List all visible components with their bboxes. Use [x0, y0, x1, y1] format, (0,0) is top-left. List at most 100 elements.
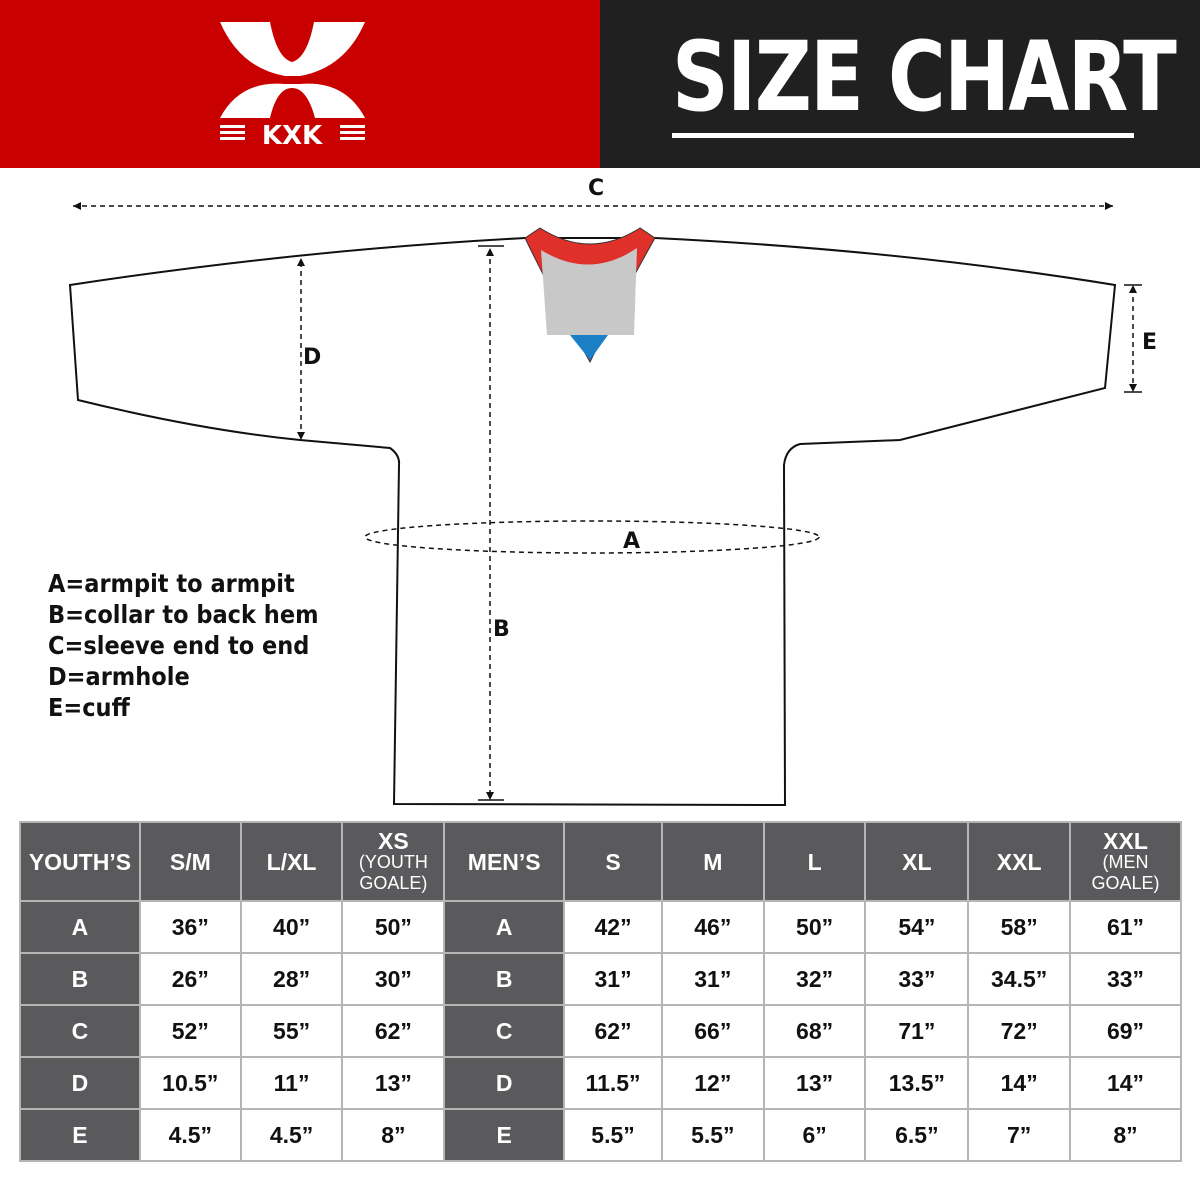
jersey-diagram: [68, 202, 1142, 807]
row-key: B: [445, 954, 564, 1004]
column-header: YOUTH’S: [21, 823, 139, 900]
table-cell: 10.5”: [140, 1058, 240, 1108]
column-header: XXL (MEN GOALE): [1071, 823, 1180, 900]
column-header-label: YOUTH’S: [28, 848, 132, 875]
row-key: D: [21, 1058, 139, 1108]
table-cell: 34.5”: [969, 954, 1070, 1004]
column-header-label: MEN’S: [467, 848, 541, 875]
legend-item: B=collar to back hem: [48, 600, 319, 629]
row-key: B: [21, 954, 139, 1004]
row-key: D: [445, 1058, 564, 1108]
table-cell: 61”: [1071, 902, 1180, 952]
column-header-label: S: [605, 848, 621, 875]
table-cell: 69”: [1071, 1006, 1180, 1056]
svg-text:KXK: KXK: [262, 121, 323, 150]
table-cell: 6.5”: [866, 1110, 968, 1160]
legend-item: C=sleeve end to end: [48, 631, 310, 660]
size-table: YOUTH’S S/M L/XL XS (YOUTH GOALE) MEN’S S M L XL X…: [19, 821, 1182, 1162]
table-cell: 42”: [565, 902, 661, 952]
table-cell: 54”: [866, 902, 968, 952]
table-cell: 62”: [565, 1006, 661, 1056]
column-header-label: XS: [378, 827, 409, 854]
row-key: A: [21, 902, 139, 952]
row-key: C: [445, 1006, 564, 1056]
table-cell: 52”: [140, 1006, 240, 1056]
column-header-label: XL: [902, 848, 932, 875]
table-cell: 33”: [1071, 954, 1180, 1004]
table-cell: 13”: [343, 1058, 444, 1108]
column-header-label: XXL: [1103, 827, 1148, 854]
table-cell: 8”: [1071, 1110, 1180, 1160]
table-cell: 30”: [343, 954, 444, 1004]
label-d: D: [303, 345, 322, 370]
table-cell: 50”: [343, 902, 444, 952]
table-cell: 40”: [241, 902, 342, 952]
table-row: C 52” 55” 62” C 62” 66” 68” 71” 72” 69”: [21, 1006, 1180, 1056]
legend-item: E=cuff: [48, 693, 130, 722]
label-e: E: [1142, 330, 1158, 355]
table-cell: 4.5”: [241, 1110, 342, 1160]
table-cell: 31”: [662, 954, 763, 1004]
column-header-label: XXL: [996, 848, 1042, 875]
kxk-logo: KXK: [215, 18, 370, 155]
table-row: D 10.5” 11” 13” D 11.5” 12” 13” 13.5” 14” 14”: [21, 1058, 1180, 1108]
table-cell: 68”: [764, 1006, 865, 1056]
table-cell: 6”: [764, 1110, 865, 1160]
table-cell: 66”: [662, 1006, 763, 1056]
column-header: XXL: [969, 823, 1070, 900]
column-header-label: L/XL: [266, 848, 317, 875]
row-key: E: [445, 1110, 564, 1160]
table-cell: 12”: [662, 1058, 763, 1108]
table-cell: 13.5”: [866, 1058, 968, 1108]
table-cell: 5.5”: [662, 1110, 763, 1160]
row-key: A: [445, 902, 564, 952]
page-title: SIZE CHART: [672, 21, 1177, 133]
header-row: YOUTH’S S/M L/XL XS (YOUTH GOALE) MEN’S S M L XL X…: [21, 823, 1180, 900]
table-cell: 14”: [1071, 1058, 1180, 1108]
table-cell: 62”: [343, 1006, 444, 1056]
column-header: MEN’S: [445, 823, 564, 900]
measurement-legend: A=armpit to armpit B=collar to back hem …: [48, 568, 349, 723]
column-header-label: L: [807, 848, 822, 875]
table-cell: 72”: [969, 1006, 1070, 1056]
table-cell: 7”: [969, 1110, 1070, 1160]
label-c: C: [588, 176, 605, 201]
label-a: A: [623, 529, 641, 554]
column-header-label: S/M: [169, 848, 211, 875]
table-cell: 14”: [969, 1058, 1070, 1108]
table-cell: 33”: [866, 954, 968, 1004]
column-header-note: (MEN GOALE): [1091, 851, 1160, 893]
table-cell: 28”: [241, 954, 342, 1004]
table-cell: 50”: [764, 902, 865, 952]
title-underline: [672, 133, 1134, 138]
table-cell: 31”: [565, 954, 661, 1004]
table-cell: 4.5”: [140, 1110, 240, 1160]
row-key: E: [21, 1110, 139, 1160]
legend-item: D=armhole: [48, 662, 190, 691]
column-header: L: [764, 823, 865, 900]
table-cell: 55”: [241, 1006, 342, 1056]
table-cell: 46”: [662, 902, 763, 952]
table-cell: 71”: [866, 1006, 968, 1056]
column-header-note: (YOUTH GOALE): [358, 851, 428, 893]
table-row: B 26” 28” 30” B 31” 31” 32” 33” 34.5” 33”: [21, 954, 1180, 1004]
column-header: M: [662, 823, 763, 900]
legend-item: A=armpit to armpit: [48, 569, 295, 598]
table-row: E 4.5” 4.5” 8” E 5.5” 5.5” 6” 6.5” 7” 8”: [21, 1110, 1180, 1160]
table-cell: 11”: [241, 1058, 342, 1108]
table-cell: 11.5”: [565, 1058, 661, 1108]
column-header: XL: [866, 823, 968, 900]
table-cell: 5.5”: [565, 1110, 661, 1160]
table-cell: 8”: [343, 1110, 444, 1160]
title-banner: [600, 0, 1200, 168]
row-key: C: [21, 1006, 139, 1056]
table-cell: 26”: [140, 954, 240, 1004]
table-cell: 36”: [140, 902, 240, 952]
column-header: XS (YOUTH GOALE): [343, 823, 444, 900]
column-header-label: M: [703, 848, 723, 875]
column-header: S/M: [140, 823, 240, 900]
table-cell: 13”: [764, 1058, 865, 1108]
table-cell: 32”: [764, 954, 865, 1004]
table-row: A 36” 40” 50” A 42” 46” 50” 54” 58” 61”: [21, 902, 1180, 952]
column-header: L/XL: [241, 823, 342, 900]
